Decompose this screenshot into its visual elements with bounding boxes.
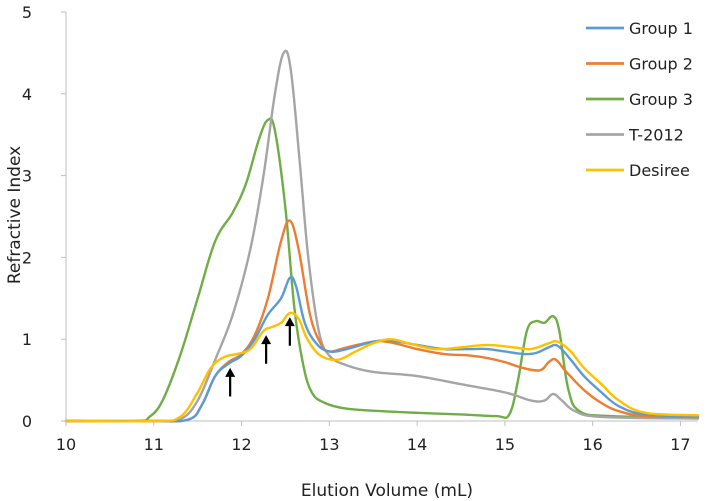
legend-label: Group 1 — [629, 19, 693, 38]
annotation-arrow — [284, 317, 295, 346]
x-tick-label: 14 — [407, 435, 427, 454]
x-tick-label: 17 — [670, 435, 690, 454]
y-tick-label: 5 — [22, 3, 32, 22]
annotation-arrow — [225, 367, 236, 397]
y-tick-label: 0 — [22, 412, 32, 431]
series-line-desiree — [64, 311, 700, 423]
annotation-arrow — [261, 335, 272, 364]
legend-label: Desiree — [629, 161, 690, 180]
legend-label: Group 2 — [629, 55, 693, 74]
x-axis-label: Elution Volume (mL) — [301, 481, 473, 501]
x-tick-label: 12 — [231, 435, 251, 454]
y-tick-label: 2 — [22, 248, 32, 267]
x-tick-label: 10 — [56, 435, 76, 454]
series-line-group-1 — [64, 275, 700, 423]
series-line-group-2 — [64, 219, 700, 423]
legend-label: T-2012 — [628, 126, 684, 145]
legend-item: T-2012 — [586, 126, 684, 145]
x-tick-label: 15 — [495, 435, 515, 454]
legend-item: Group 1 — [586, 19, 693, 38]
legend-item: Group 2 — [586, 55, 693, 74]
y-tick-label: 4 — [22, 85, 32, 104]
legend-item: Desiree — [586, 161, 690, 180]
y-tick-label: 3 — [22, 167, 32, 186]
series-line-t-2012 — [64, 49, 700, 423]
y-tick-label: 1 — [22, 330, 32, 349]
y-axis-label: Refractive Index — [5, 146, 25, 284]
legend: Group 1 Group 2 Group 3 T-2012 Desiree — [586, 19, 693, 180]
legend-item: Group 3 — [586, 90, 693, 109]
series-lines — [64, 49, 700, 423]
annotation-arrows — [225, 317, 295, 397]
x-tick-label: 13 — [319, 435, 339, 454]
series-line-group-3 — [64, 117, 700, 423]
x-tick-label: 16 — [582, 435, 602, 454]
legend-label: Group 3 — [629, 90, 693, 109]
x-tick-label: 11 — [144, 435, 164, 454]
